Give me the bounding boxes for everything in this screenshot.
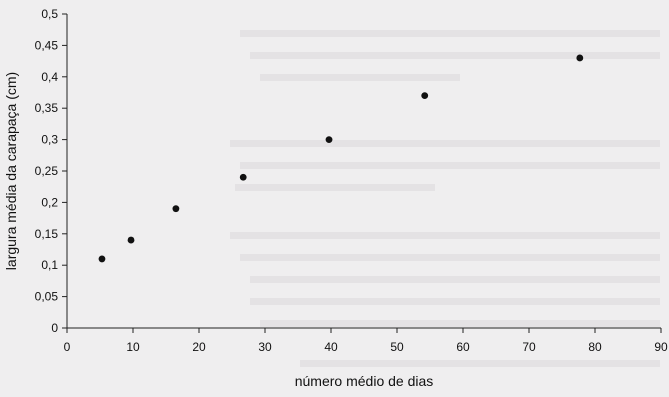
data-point [127, 236, 135, 244]
data-point [239, 173, 247, 181]
x-axis-label: número médio de dias [295, 373, 434, 389]
x-tick-label: 40 [324, 340, 338, 354]
x-tick-label: 60 [456, 340, 470, 354]
x-tick-label: 0 [64, 340, 71, 354]
x-tick-label: 70 [522, 340, 536, 354]
data-point [576, 54, 584, 62]
background-bleed-through [230, 30, 660, 367]
x-tick-label: 90 [654, 340, 668, 354]
data-point [421, 92, 429, 100]
y-tick-label: 0,45 [35, 38, 59, 52]
y-tick-label: 0,05 [35, 290, 59, 304]
x-ticks: 0 10 20 30 40 50 60 70 80 90 [64, 328, 668, 354]
x-tick-label: 80 [588, 340, 602, 354]
y-tick-label: 0,35 [35, 101, 59, 115]
y-axis-label: largura média da carapaça (cm) [3, 72, 19, 270]
data-point [98, 255, 106, 263]
y-tick-label: 0 [51, 321, 58, 335]
data-point [325, 136, 333, 144]
y-tick-label: 0,3 [41, 133, 58, 147]
data-points [98, 54, 584, 263]
x-tick-label: 50 [390, 340, 404, 354]
y-tick-label: 0,15 [35, 227, 59, 241]
y-tick-label: 0,5 [41, 7, 58, 21]
y-tick-label: 0,1 [41, 258, 58, 272]
y-tick-label: 0,2 [41, 195, 58, 209]
data-point [172, 205, 180, 213]
x-tick-label: 30 [258, 340, 272, 354]
x-tick-label: 20 [192, 340, 206, 354]
y-tick-label: 0,4 [41, 70, 58, 84]
y-ticks: 0 0,05 0,1 0,15 0,2 0,25 0,3 0,35 0,4 0,45 0,5 [35, 7, 67, 335]
x-tick-label: 10 [126, 340, 140, 354]
y-tick-label: 0,25 [35, 164, 59, 178]
